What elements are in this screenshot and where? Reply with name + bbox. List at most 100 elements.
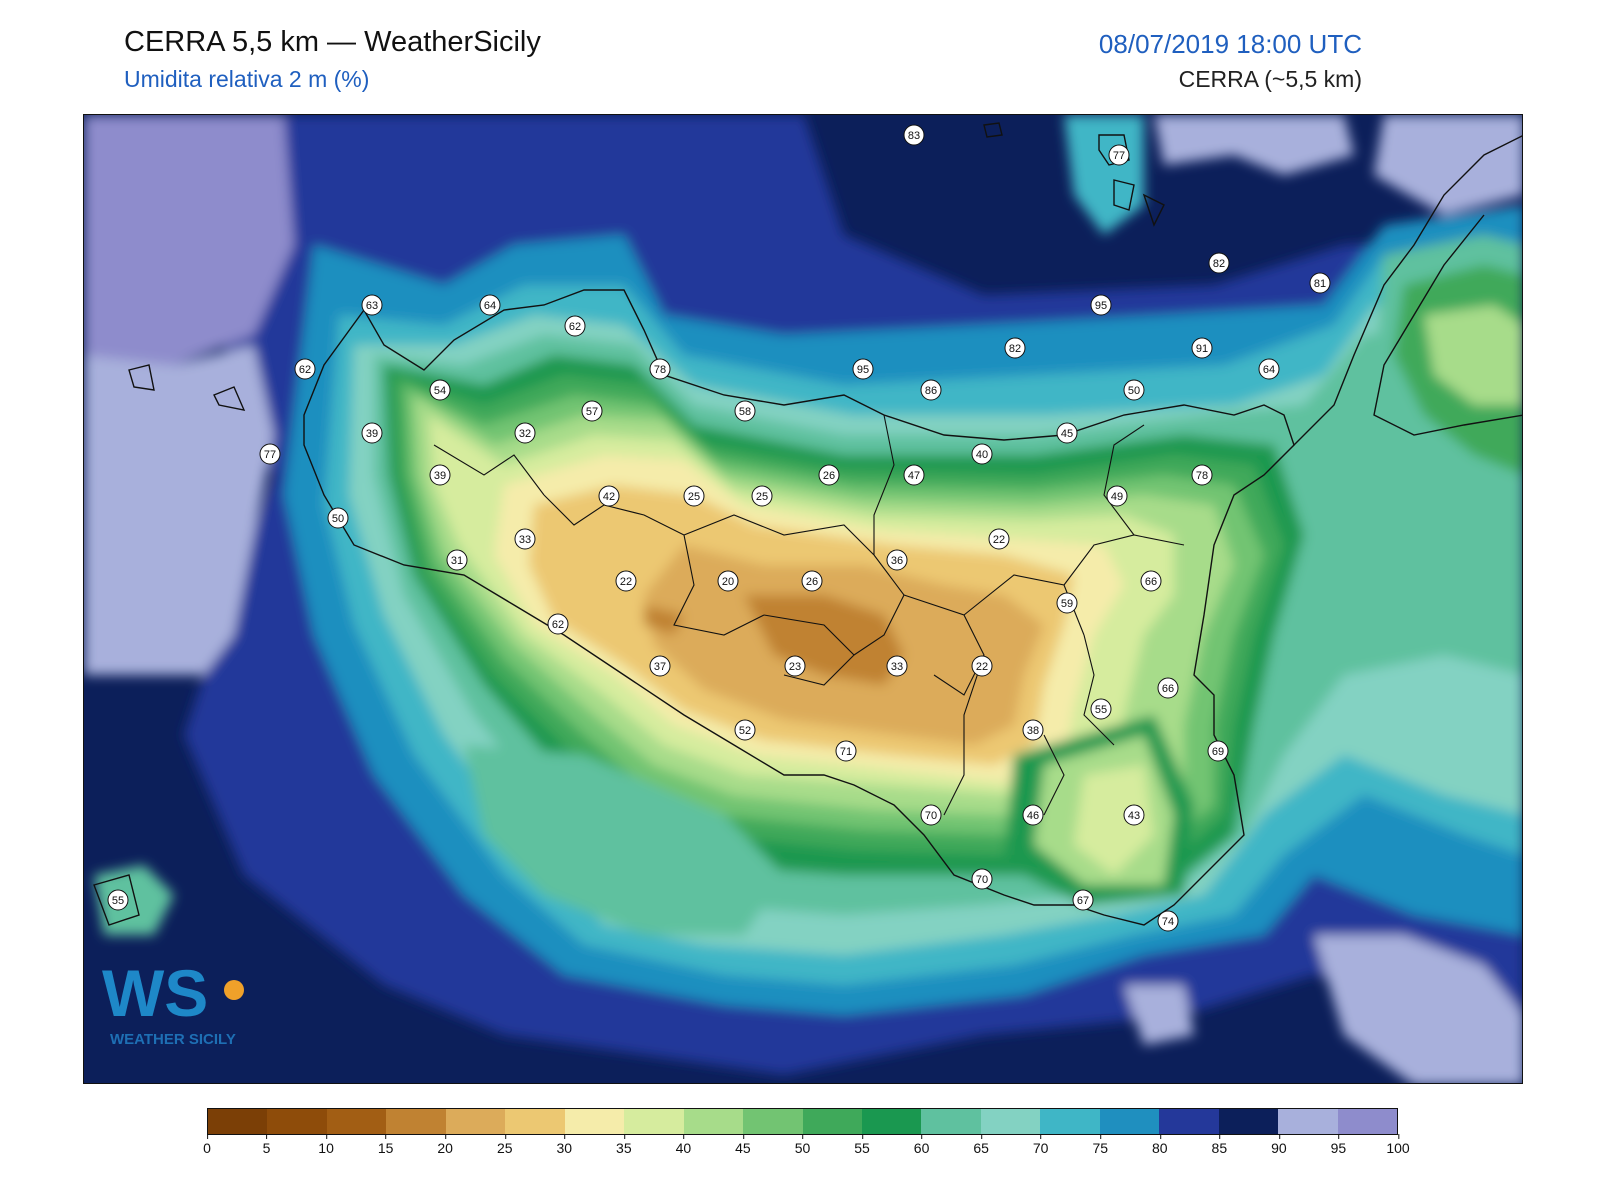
station-circle: [1207, 740, 1229, 762]
station-marker: 50: [327, 507, 349, 529]
station-marker: 22: [615, 570, 637, 592]
station-value: 40: [976, 449, 988, 461]
station-value: 91: [1196, 343, 1208, 355]
legend-tick: 25: [497, 1134, 513, 1156]
legend-tick: 60: [913, 1134, 930, 1156]
station-marker: 59: [1056, 592, 1078, 614]
station-marker: 82: [1208, 252, 1230, 274]
station-marker: 69: [1207, 740, 1229, 762]
station-marker: 70: [920, 804, 942, 826]
station-value: 57: [586, 406, 598, 418]
legend-tick: 70: [1032, 1134, 1049, 1156]
legend-color-bin: [1218, 1109, 1279, 1134]
station-circle: [971, 443, 993, 465]
legend-color-bin: [861, 1109, 922, 1134]
station-value: 33: [519, 534, 531, 546]
legend-tick-label: 85: [1211, 1140, 1228, 1156]
legend-tick: 90: [1271, 1134, 1287, 1156]
station-marker: 62: [547, 613, 569, 635]
station-marker: 95: [1090, 294, 1112, 316]
station-circle: [1123, 804, 1145, 826]
station-marker: 66: [1157, 677, 1179, 699]
legend-tick: 5: [263, 1134, 270, 1156]
station-value: 26: [806, 576, 818, 588]
legend-tick-label: 40: [675, 1140, 692, 1156]
legend-tick: 45: [735, 1134, 751, 1156]
legend-tick: 75: [1092, 1134, 1109, 1156]
station-value: 66: [1145, 576, 1157, 588]
station-value: 47: [908, 470, 920, 482]
station-marker: 52: [734, 719, 756, 741]
station-value: 22: [993, 534, 1005, 546]
station-value: 45: [1061, 428, 1073, 440]
station-value: 38: [1027, 725, 1039, 737]
station-marker: 55: [107, 889, 129, 911]
station-value: 78: [1196, 470, 1208, 482]
north-aeolian-blue: [1064, 115, 1144, 235]
color-legend: [207, 1108, 1398, 1135]
station-circle: [581, 400, 603, 422]
station-marker: 67: [1072, 889, 1094, 911]
legend-tick: 80: [1152, 1134, 1168, 1156]
station-circle: [903, 124, 925, 146]
station-marker: 37: [649, 655, 671, 677]
legend-color-bin: [1159, 1109, 1219, 1134]
station-circle: [514, 422, 536, 444]
station-marker: 36: [886, 549, 908, 571]
station-marker: 70: [971, 868, 993, 890]
station-markers: 83 77 82 81 95 91 63 64 62 62 78 95 86 82 64 50 54 57 58 39…: [107, 124, 1331, 932]
station-value: 62: [569, 321, 581, 333]
legend-tick-label: 35: [616, 1140, 632, 1156]
station-marker: 25: [683, 485, 705, 507]
station-marker: 32: [514, 422, 536, 444]
station-value: 83: [908, 130, 920, 142]
station-circle: [886, 655, 908, 677]
legend-tick-label: 75: [1092, 1140, 1109, 1156]
station-value: 49: [1111, 491, 1123, 503]
station-circle: [615, 570, 637, 592]
valid-datetime: 08/07/2019 18:00 UTC: [1098, 29, 1362, 59]
legend-tick-label: 70: [1032, 1140, 1049, 1156]
station-value: 52: [739, 725, 751, 737]
station-marker: 55: [1090, 698, 1112, 720]
station-value: 70: [925, 810, 937, 822]
station-circle: [1056, 592, 1078, 614]
aeolian-2: [1113, 179, 1135, 211]
legend-color-bin: [326, 1109, 387, 1134]
station-value: 37: [654, 661, 666, 673]
station-marker: 22: [988, 528, 1010, 550]
legend-color-bin: [208, 1109, 268, 1134]
station-value: 25: [688, 491, 700, 503]
calabria-inner: [1373, 214, 1522, 436]
pantelleria-coast: [93, 874, 140, 926]
station-marker: 71: [835, 740, 857, 762]
legend-tick-label: 50: [794, 1140, 811, 1156]
station-value: 82: [1213, 258, 1225, 270]
station-value: 50: [332, 513, 344, 525]
ustica: [983, 122, 1003, 138]
station-circle: [429, 464, 451, 486]
station-marker: 95: [852, 358, 874, 380]
station-value: 22: [976, 661, 988, 673]
station-value: 86: [925, 385, 937, 397]
legend-tick: 0: [203, 1134, 211, 1156]
legend-tick-label: 60: [913, 1140, 930, 1156]
station-circle: [1022, 719, 1044, 741]
station-value: 58: [739, 406, 751, 418]
station-marker: 66: [1140, 570, 1162, 592]
station-marker: 77: [1108, 144, 1130, 166]
station-marker: 57: [581, 400, 603, 422]
legend-tick-label: 45: [735, 1140, 751, 1156]
pantelleria-green: [94, 865, 174, 935]
legend-tick-label: 65: [973, 1140, 989, 1156]
legend-tick: 65: [973, 1134, 989, 1156]
station-circle: [717, 570, 739, 592]
station-value: 20: [722, 576, 734, 588]
station-value: 54: [434, 385, 446, 397]
station-value: 66: [1162, 683, 1174, 695]
band-15-20: [644, 595, 904, 685]
legend-tick-label: 80: [1152, 1140, 1168, 1156]
station-marker: 63: [361, 294, 383, 316]
station-value: 64: [1263, 364, 1275, 376]
station-marker: 42: [598, 485, 620, 507]
